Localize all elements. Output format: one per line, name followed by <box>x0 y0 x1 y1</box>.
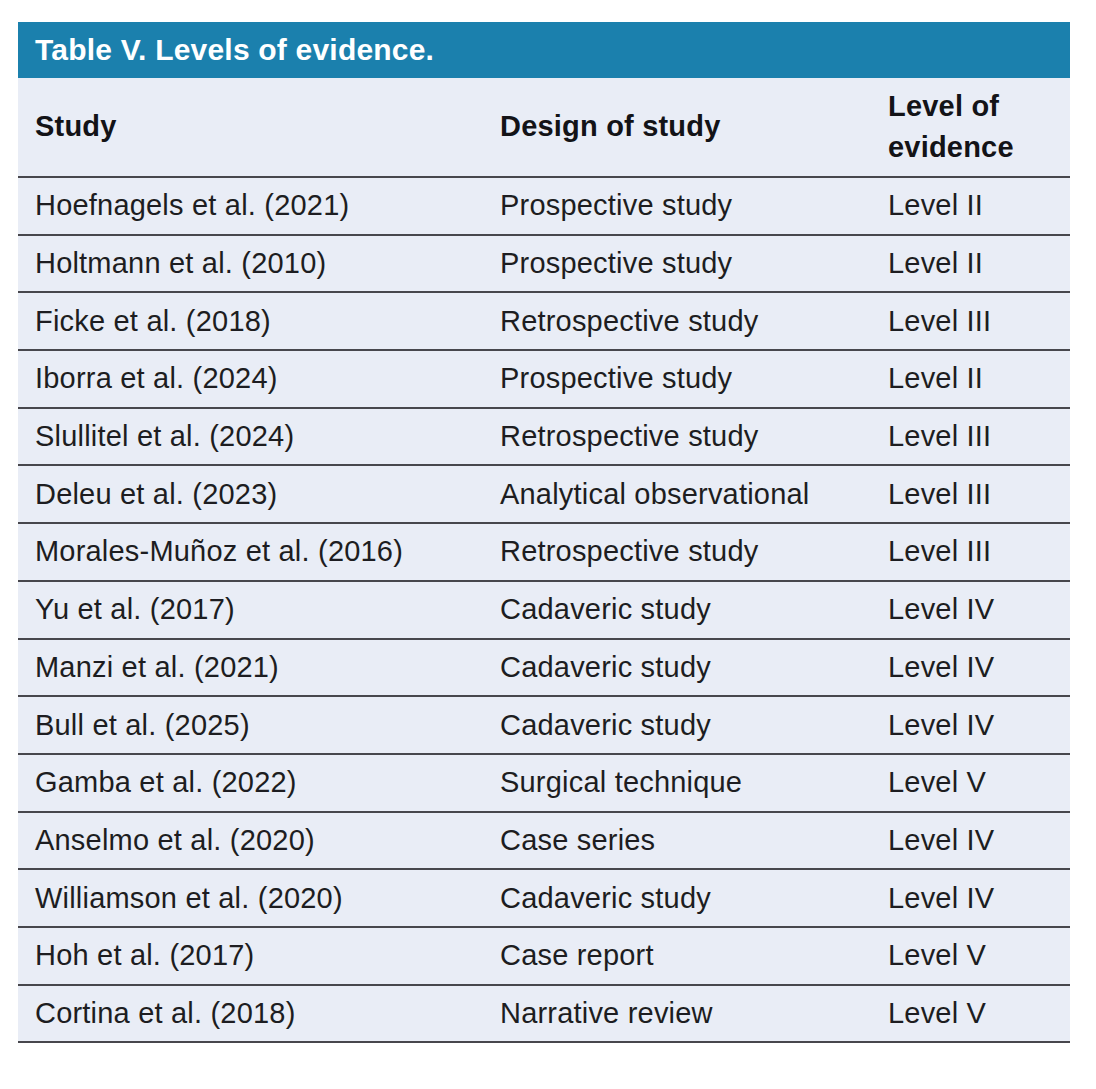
level-cell: Level II <box>875 177 1070 235</box>
design-cell: Cadaveric study <box>485 869 875 927</box>
table-row: Ficke et al. (2018) Retrospective study … <box>18 292 1070 350</box>
header-row: Study Design of study Level of evidence <box>18 78 1070 177</box>
study-cell: Morales-Muñoz et al. (2016) <box>18 523 485 581</box>
table-row: Anselmo et al. (2020) Case series Level … <box>18 812 1070 870</box>
table-row: Bull et al. (2025) Cadaveric study Level… <box>18 696 1070 754</box>
table-row: Morales-Muñoz et al. (2016) Retrospectiv… <box>18 523 1070 581</box>
table-row: Holtmann et al. (2010) Prospective study… <box>18 235 1070 293</box>
table-row: Deleu et al. (2023) Analytical observati… <box>18 465 1070 523</box>
table-title: Table V. Levels of evidence. <box>35 33 434 67</box>
design-cell: Analytical observational <box>485 465 875 523</box>
design-cell: Prospective study <box>485 235 875 293</box>
level-cell: Level IV <box>875 869 1070 927</box>
study-cell: Cortina et al. (2018) <box>18 985 485 1043</box>
level-cell: Level II <box>875 235 1070 293</box>
design-cell: Surgical technique <box>485 754 875 812</box>
column-header-study: Study <box>18 78 485 177</box>
study-cell: Yu et al. (2017) <box>18 581 485 639</box>
design-cell: Prospective study <box>485 177 875 235</box>
table-row: Cortina et al. (2018) Narrative review L… <box>18 985 1070 1043</box>
study-cell: Hoh et al. (2017) <box>18 927 485 985</box>
design-cell: Case series <box>485 812 875 870</box>
table-row: Hoefnagels et al. (2021) Prospective stu… <box>18 177 1070 235</box>
design-cell: Retrospective study <box>485 408 875 466</box>
design-cell: Case report <box>485 927 875 985</box>
level-cell: Level IV <box>875 696 1070 754</box>
study-cell: Williamson et al. (2020) <box>18 869 485 927</box>
design-cell: Cadaveric study <box>485 696 875 754</box>
design-cell: Retrospective study <box>485 292 875 350</box>
design-cell: Narrative review <box>485 985 875 1043</box>
level-cell: Level V <box>875 754 1070 812</box>
column-header-design: Design of study <box>485 78 875 177</box>
study-cell: Hoefnagels et al. (2021) <box>18 177 485 235</box>
study-cell: Ficke et al. (2018) <box>18 292 485 350</box>
level-cell: Level IV <box>875 581 1070 639</box>
design-cell: Retrospective study <box>485 523 875 581</box>
table-row: Gamba et al. (2022) Surgical technique L… <box>18 754 1070 812</box>
level-cell: Level IV <box>875 812 1070 870</box>
table-row: Manzi et al. (2021) Cadaveric study Leve… <box>18 639 1070 697</box>
table-row: Hoh et al. (2017) Case report Level V <box>18 927 1070 985</box>
table-row: Slullitel et al. (2024) Retrospective st… <box>18 408 1070 466</box>
evidence-table-container: Table V. Levels of evidence. Study Desig… <box>18 22 1070 1043</box>
table-title-bar: Table V. Levels of evidence. <box>18 22 1070 78</box>
level-cell: Level III <box>875 292 1070 350</box>
level-cell: Level V <box>875 927 1070 985</box>
design-cell: Cadaveric study <box>485 581 875 639</box>
design-cell: Cadaveric study <box>485 639 875 697</box>
study-cell: Iborra et al. (2024) <box>18 350 485 408</box>
levels-of-evidence-table: Study Design of study Level of evidence … <box>18 78 1070 1043</box>
table-body: Hoefnagels et al. (2021) Prospective stu… <box>18 177 1070 1042</box>
study-cell: Manzi et al. (2021) <box>18 639 485 697</box>
level-cell: Level III <box>875 465 1070 523</box>
level-cell: Level IV <box>875 639 1070 697</box>
level-cell: Level V <box>875 985 1070 1043</box>
level-cell: Level III <box>875 408 1070 466</box>
study-cell: Gamba et al. (2022) <box>18 754 485 812</box>
study-cell: Holtmann et al. (2010) <box>18 235 485 293</box>
level-cell: Level II <box>875 350 1070 408</box>
study-cell: Bull et al. (2025) <box>18 696 485 754</box>
study-cell: Deleu et al. (2023) <box>18 465 485 523</box>
table-header: Study Design of study Level of evidence <box>18 78 1070 177</box>
table-row: Iborra et al. (2024) Prospective study L… <box>18 350 1070 408</box>
level-cell: Level III <box>875 523 1070 581</box>
table-row: Yu et al. (2017) Cadaveric study Level I… <box>18 581 1070 639</box>
design-cell: Prospective study <box>485 350 875 408</box>
study-cell: Anselmo et al. (2020) <box>18 812 485 870</box>
study-cell: Slullitel et al. (2024) <box>18 408 485 466</box>
table-row: Williamson et al. (2020) Cadaveric study… <box>18 869 1070 927</box>
column-header-level: Level of evidence <box>875 78 1070 177</box>
